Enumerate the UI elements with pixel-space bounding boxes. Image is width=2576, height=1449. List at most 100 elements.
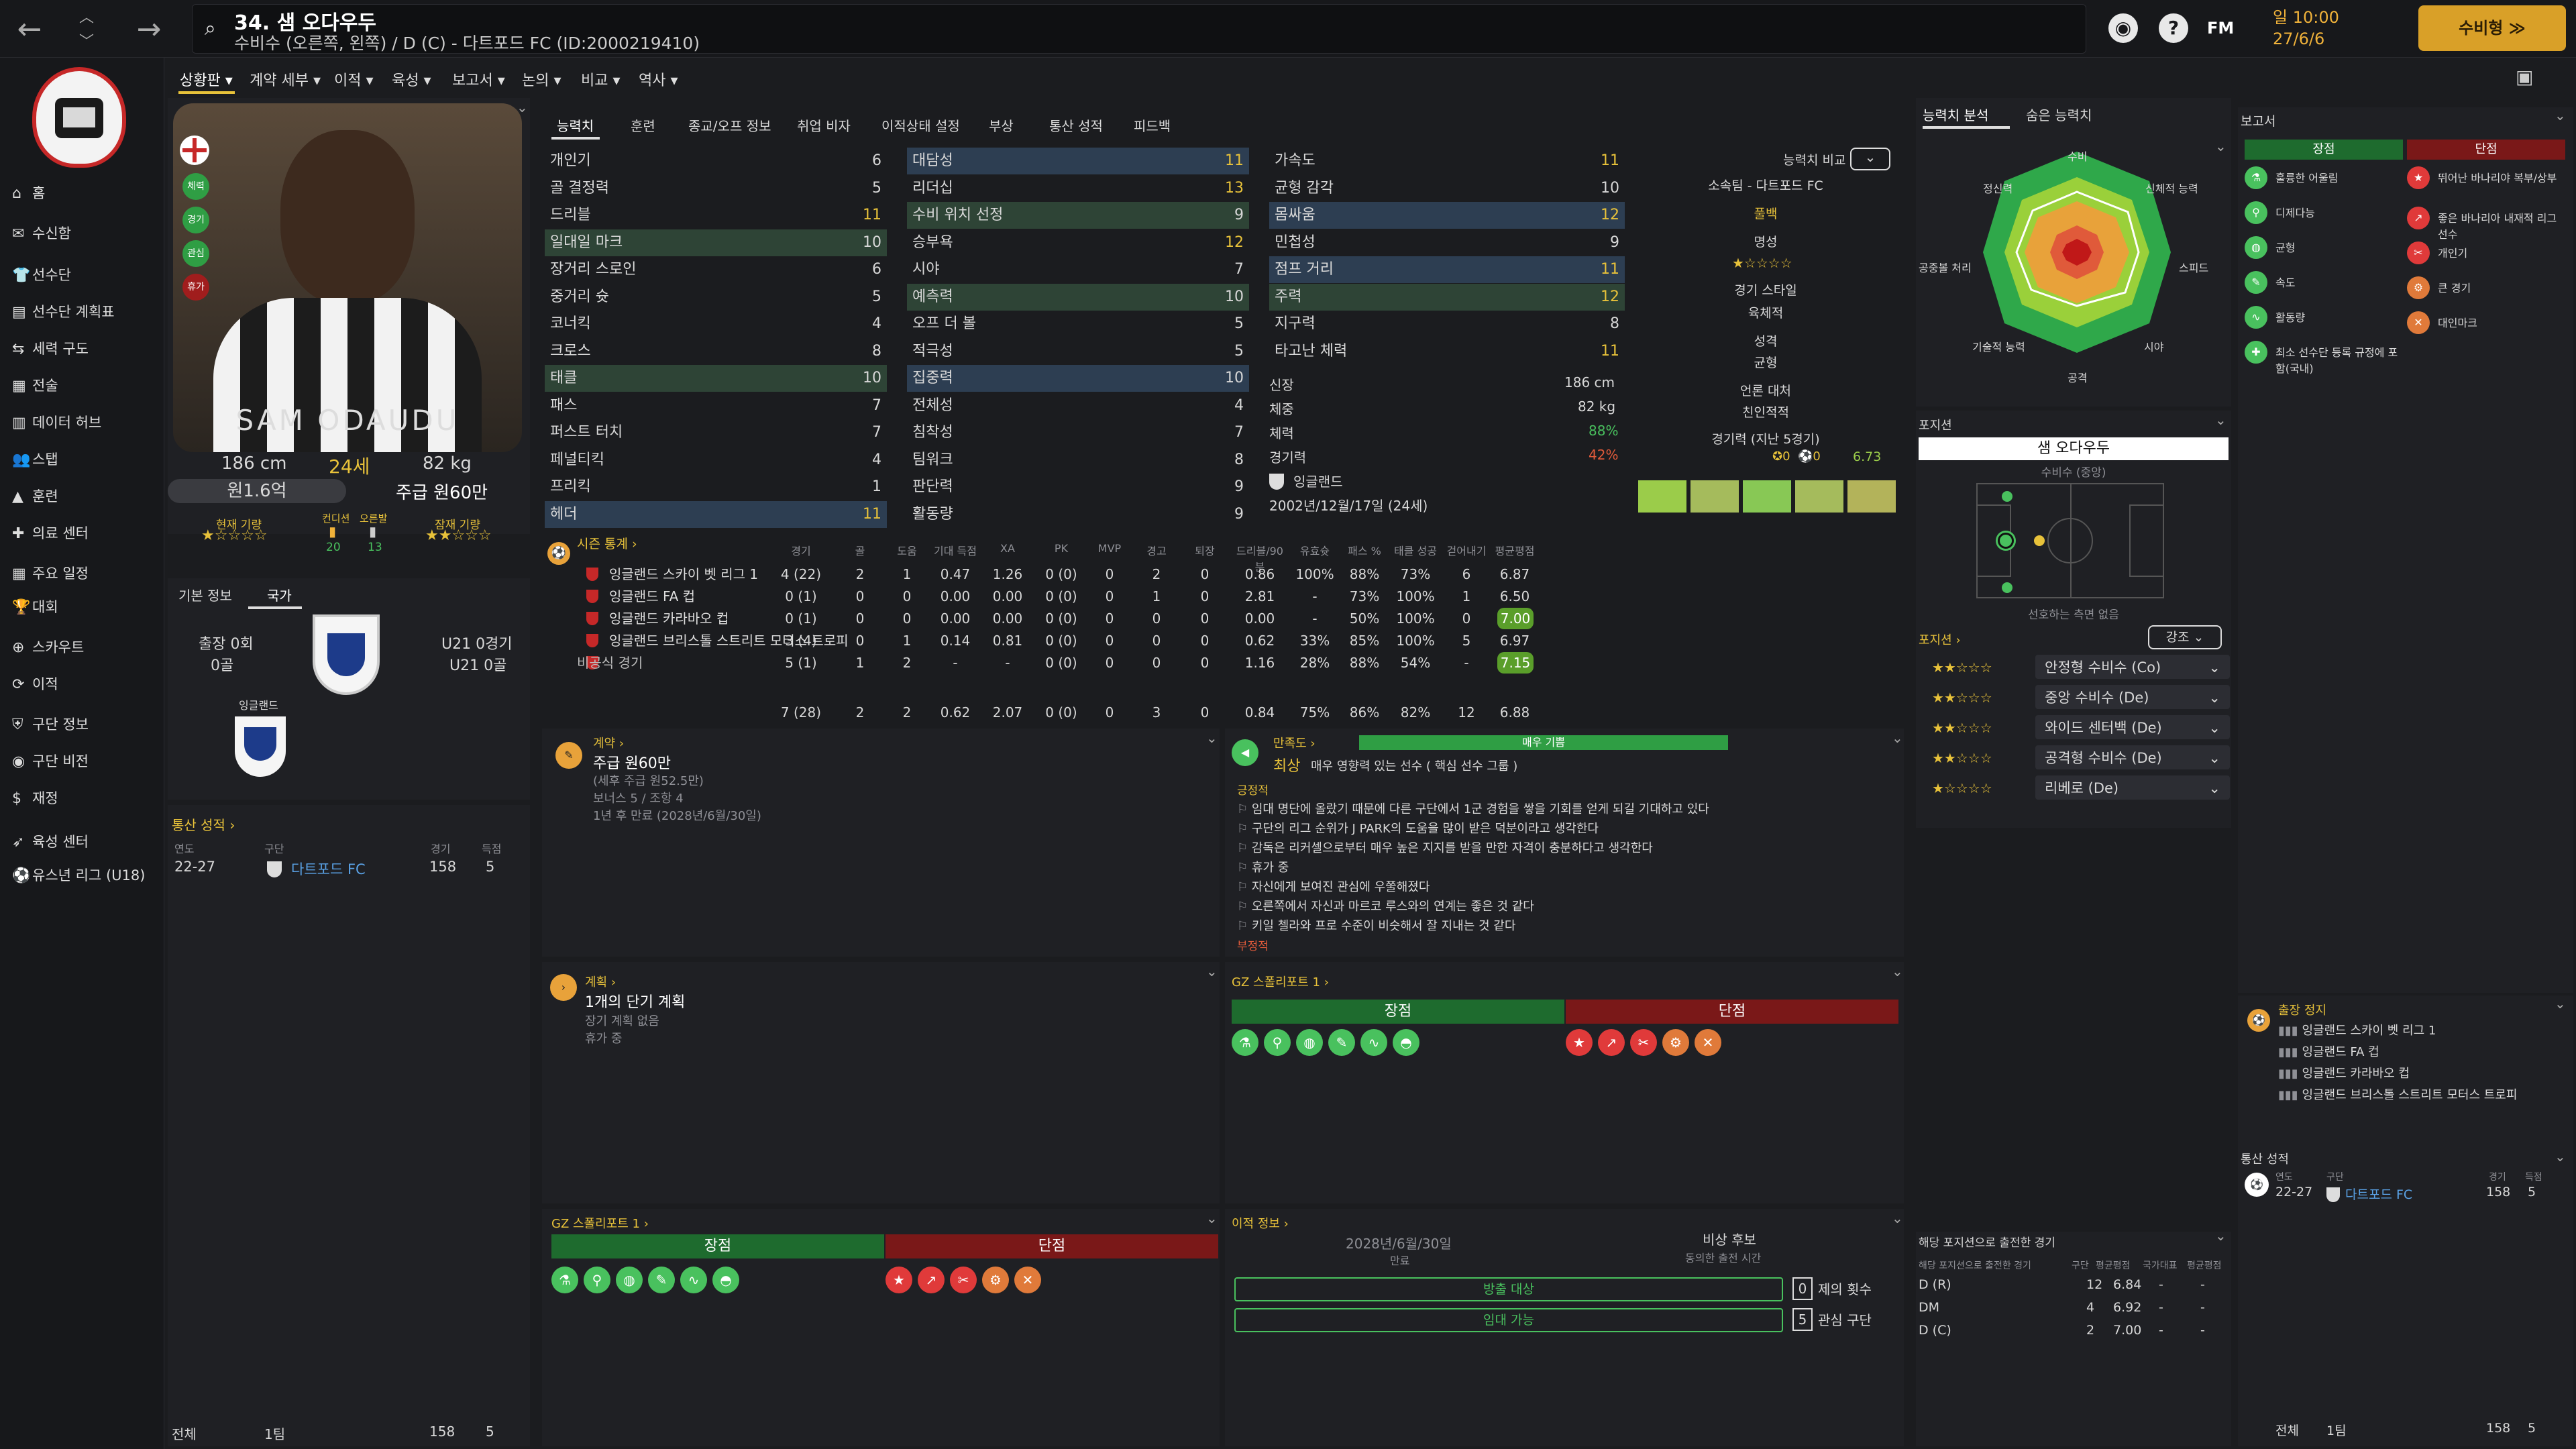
globe-icon[interactable]: ◉ xyxy=(2108,13,2138,43)
attr-row[interactable]: 타고난 체력 11 xyxy=(1269,338,1625,365)
attr-row[interactable]: 페널티킥 4 xyxy=(545,447,887,474)
attr-row[interactable]: 중거리 슛 5 xyxy=(545,284,887,311)
continue-button[interactable]: 수비형 ≫ xyxy=(2418,5,2566,51)
sidebar-item-6[interactable]: ▥ 데이터 허브 xyxy=(12,409,101,436)
tab-visa[interactable]: 취업 비자 xyxy=(797,118,851,134)
collapse-chevron-icon[interactable]: ⌄ xyxy=(517,99,528,115)
gear-icon[interactable]: ⚙ xyxy=(982,1267,1009,1293)
gear-icon[interactable]: ⚙ xyxy=(1662,1029,1689,1056)
sidebar-item-11[interactable]: 🏆 대회 xyxy=(12,594,58,621)
sidebar-item-7[interactable]: 👥 스탭 xyxy=(12,446,58,473)
satisfaction-title[interactable]: 만족도 › xyxy=(1273,737,1316,751)
badge-1[interactable]: 체력 xyxy=(182,173,209,200)
attr-row[interactable]: 패스 7 xyxy=(545,392,887,419)
screen-icon[interactable]: ▣ xyxy=(2516,66,2534,88)
attr-row[interactable]: 드리블 11 xyxy=(545,202,887,229)
badge-4[interactable]: 휴가 xyxy=(182,274,209,301)
badge-3[interactable]: 관심 xyxy=(182,240,209,267)
transfer-loan[interactable]: 임대 가능 xyxy=(1234,1308,1783,1332)
attr-row[interactable]: 예측력 10 xyxy=(907,283,1249,311)
sidebar-item-17[interactable]: ➶ 육성 센터 xyxy=(12,828,89,855)
hidden-attr-tab[interactable]: 숨은 능력치 xyxy=(2026,107,2092,123)
tab-attributes[interactable]: 능력치 xyxy=(557,118,594,134)
sidebar-item-0[interactable]: ⌂ 홈 xyxy=(12,180,45,207)
up-chevron-icon[interactable]: ︿ xyxy=(79,9,95,26)
attr-row[interactable]: 일대일 마크 10 xyxy=(545,229,887,256)
boots-icon[interactable]: ⚲ xyxy=(584,1267,610,1293)
sidebar-item-13[interactable]: ⟳ 이적 xyxy=(12,671,58,698)
tab-training[interactable]: 훈련 xyxy=(631,118,655,134)
sidebar-item-14[interactable]: ⛨ 구단 정보 xyxy=(12,711,89,738)
stats-row[interactable]: 비공식 경기 5 (1) 1 2 - - 0 (0) 0 0 0 1.16 28% 88% 54% - 7.1… xyxy=(542,652,1904,674)
attr-row[interactable]: 골 결정력 5 xyxy=(545,175,887,202)
tab-feedback[interactable]: 피드백 xyxy=(1134,118,1171,134)
sidebar-item-5[interactable]: ▦ 전술 xyxy=(12,372,58,399)
subtab-1[interactable]: 계약 세부 ▾ xyxy=(250,72,321,89)
club-crest-icon[interactable] xyxy=(32,67,126,168)
attr-row[interactable]: 전체성 4 xyxy=(907,392,1249,419)
subtab-0[interactable]: 상황판 ▾ xyxy=(180,72,233,89)
satisfaction-chevron-icon[interactable]: ⌄ xyxy=(1892,730,1903,746)
sidebar-item-10[interactable]: ▦ 주요 일정 xyxy=(12,560,89,587)
badge-2[interactable]: 경기 xyxy=(182,207,209,233)
position-role-row[interactable]: ★★☆☆☆ 안정형 수비수 (Co) ⌄ xyxy=(1920,655,2230,680)
pos-apps-chevron-icon[interactable]: ⌄ xyxy=(2215,1228,2226,1244)
subtab-6[interactable]: 비교 ▾ xyxy=(581,72,621,89)
compare-dropdown[interactable]: ⌄ xyxy=(1850,148,1890,170)
boots-icon[interactable]: ⚲ xyxy=(1264,1029,1291,1056)
tools-icon[interactable]: ✕ xyxy=(1014,1267,1041,1293)
cr-club[interactable]: 다트포드 FC xyxy=(2345,1187,2413,1202)
contract-chevron-icon[interactable]: ⌄ xyxy=(1206,730,1218,746)
attr-row[interactable]: 프리킥 1 xyxy=(545,474,887,500)
scout1-chevron-icon[interactable]: ⌄ xyxy=(1892,963,1903,979)
sidebar-item-4[interactable]: ⇆ 세력 구도 xyxy=(12,335,89,362)
tab-career[interactable]: 통산 성적 xyxy=(1049,118,1103,134)
attr-row[interactable]: 퍼스트 터치 7 xyxy=(545,419,887,446)
plan-title[interactable]: 계획 › xyxy=(585,975,616,989)
role-dropdown[interactable]: 공격형 수비수 (De) ⌄ xyxy=(2035,745,2230,769)
sidebar-item-3[interactable]: ▤ 선수단 계획표 xyxy=(12,299,115,325)
attr-row[interactable]: 적극성 5 xyxy=(907,338,1249,365)
career-club[interactable]: 다트포드 FC xyxy=(291,861,366,877)
subtab-3[interactable]: 육성 ▾ xyxy=(392,72,431,89)
career-right-chevron-icon[interactable]: ⌄ xyxy=(2555,1148,2566,1165)
role-dropdown[interactable]: 와이드 센터백 (De) ⌄ xyxy=(2035,715,2230,739)
transfer-title[interactable]: 이적 정보 › xyxy=(1232,1217,1289,1231)
attr-row[interactable]: 팀워크 8 xyxy=(907,447,1249,474)
plan-chevron-icon[interactable]: ⌄ xyxy=(1206,963,1218,979)
analysis-chevron-icon[interactable]: ⌄ xyxy=(2215,138,2226,154)
pen-icon[interactable]: ✎ xyxy=(648,1267,675,1293)
subtab-2[interactable]: 이적 ▾ xyxy=(334,72,374,89)
stats-row[interactable]: 잉글랜드 스카이 벳 리그 1 4 (22) 2 1 0.47 1.26 0 (0) 0 2 0 0… xyxy=(542,564,1904,585)
brain-icon[interactable]: ◍ xyxy=(616,1267,643,1293)
attr-row[interactable]: 몸싸움 12 xyxy=(1269,202,1625,229)
wrench-icon[interactable]: ✂ xyxy=(1630,1029,1657,1056)
attr-row[interactable]: 코너킥 4 xyxy=(545,311,887,337)
tools-icon[interactable]: ✕ xyxy=(1695,1029,1721,1056)
position-role-row[interactable]: ★☆☆☆☆ 리베로 (De) ⌄ xyxy=(1920,775,2230,801)
attr-row[interactable]: 판단력 9 xyxy=(907,474,1249,500)
basic-info-tab[interactable]: 기본 정보 xyxy=(178,588,232,604)
help-icon[interactable]: ? xyxy=(2159,13,2188,43)
subtab-4[interactable]: 보고서 ▾ xyxy=(452,72,505,89)
attr-row[interactable]: 집중력 10 xyxy=(907,365,1249,392)
attr-row[interactable]: 개인기 6 xyxy=(545,148,887,174)
transfer-offer[interactable]: 방출 대상 xyxy=(1234,1277,1783,1301)
attr-row[interactable]: 활동량 9 xyxy=(907,501,1249,528)
attr-row[interactable]: 승부욕 12 xyxy=(907,229,1249,256)
attr-row[interactable]: 헤더 11 xyxy=(545,500,887,528)
attr-row[interactable]: 대담성 11 xyxy=(907,148,1249,174)
flask-icon[interactable]: ⚗ xyxy=(1232,1029,1258,1056)
star-icon[interactable]: ★ xyxy=(885,1267,912,1293)
back-arrow-icon[interactable]: ← xyxy=(17,12,42,46)
down-chevron-icon[interactable]: ﹀ xyxy=(79,34,95,50)
subtab-7[interactable]: 역사 ▾ xyxy=(639,72,678,89)
position-role-row[interactable]: ★★☆☆☆ 공격형 수비수 (De) ⌄ xyxy=(1920,745,2230,771)
sidebar-item-12[interactable]: ⊕ 스카우트 xyxy=(12,634,84,661)
attr-row[interactable]: 수비 위치 선정 9 xyxy=(907,202,1249,229)
transfer-chevron-icon[interactable]: ⌄ xyxy=(1892,1210,1903,1226)
scout2-chevron-icon[interactable]: ⌄ xyxy=(1206,1210,1218,1226)
ball-icon[interactable]: ◓ xyxy=(712,1267,739,1293)
fm-menu[interactable]: FM xyxy=(2207,19,2235,38)
attr-row[interactable]: 태클 10 xyxy=(545,365,887,392)
